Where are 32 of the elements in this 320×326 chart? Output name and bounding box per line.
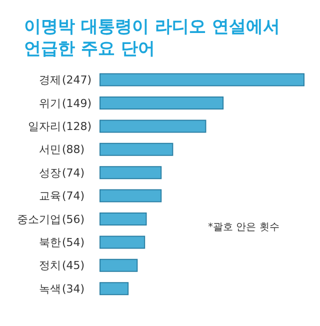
- data-label: (45): [62, 259, 85, 272]
- y-tick-label: 북한: [39, 236, 61, 249]
- data-label: (128): [62, 120, 92, 133]
- bar: [100, 282, 129, 296]
- bar: [100, 166, 162, 180]
- data-label: (88): [62, 143, 85, 156]
- bar: [100, 236, 146, 249]
- chart-title: 이명박 대통령이 라디오 연설에서 언급한 주요 단어: [23, 16, 281, 60]
- data-label: (54): [62, 236, 85, 249]
- data-label: (74): [62, 166, 85, 180]
- y-tick-label: 위기: [39, 96, 61, 110]
- annotation: *괄호 안은 횟수: [208, 221, 280, 234]
- bar: [100, 120, 206, 133]
- bar: [100, 212, 147, 226]
- y-tick-label: 중소기업: [17, 212, 61, 226]
- data-label: (149): [62, 96, 92, 110]
- y-tick-label: 일자리: [28, 120, 61, 133]
- bar: [100, 142, 174, 156]
- data-label: (34): [62, 282, 85, 296]
- bar: [100, 189, 162, 202]
- bar: [100, 258, 138, 272]
- y-tick-label: 정치: [39, 259, 61, 272]
- y-tick-label: 서민: [39, 143, 61, 156]
- y-tick-label: 교육: [39, 190, 61, 203]
- data-label: (56): [62, 212, 85, 226]
- data-label: (247): [62, 74, 92, 87]
- data-label: (74): [62, 190, 85, 203]
- y-tick-label: 성장: [39, 166, 61, 180]
- bar: [100, 96, 224, 110]
- y-tick-label: 경제: [39, 74, 61, 87]
- bar: [100, 73, 304, 86]
- y-tick-label: 녹색: [39, 282, 61, 296]
